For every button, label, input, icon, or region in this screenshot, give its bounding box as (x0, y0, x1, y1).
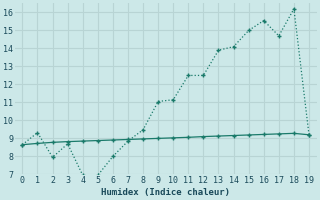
X-axis label: Humidex (Indice chaleur): Humidex (Indice chaleur) (101, 188, 230, 197)
